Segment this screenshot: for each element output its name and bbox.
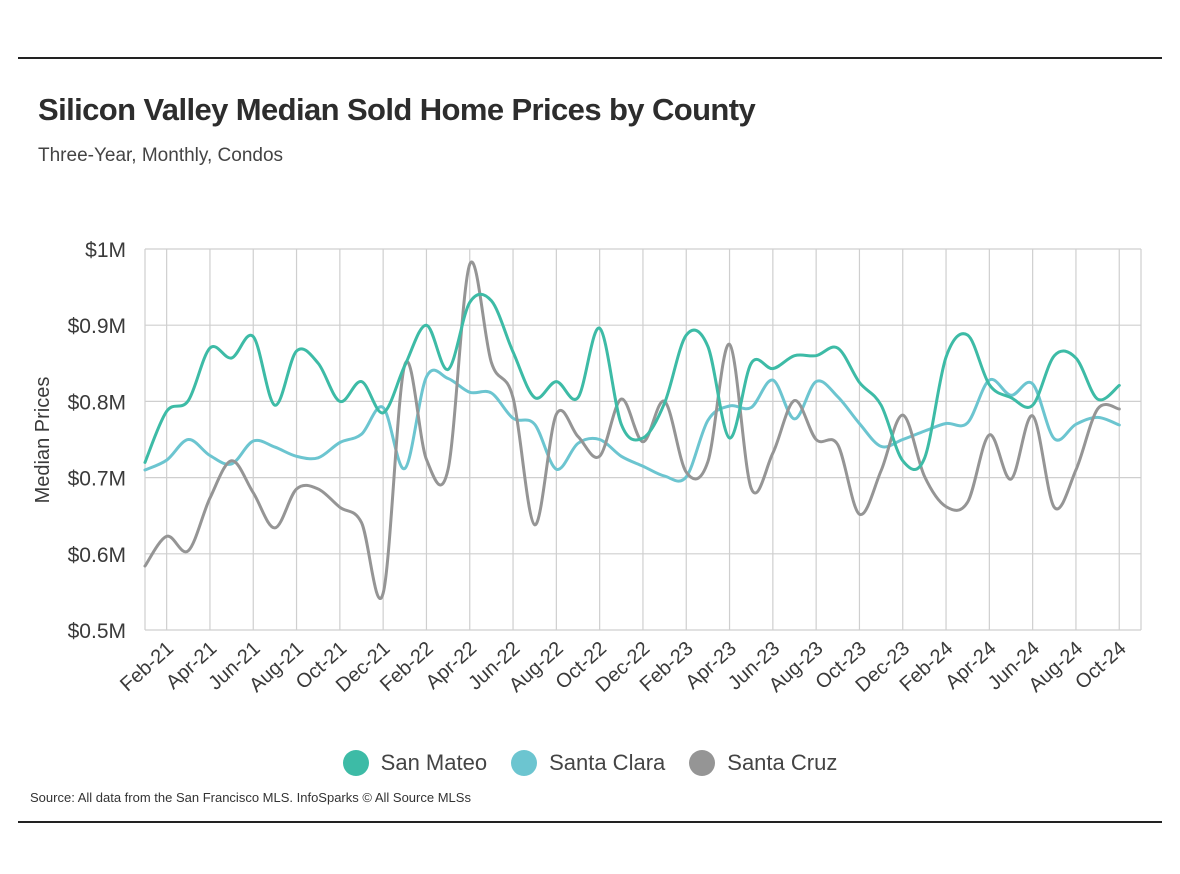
- chart-subtitle: Three-Year, Monthly, Condos: [38, 145, 284, 166]
- y-tick-label: $0.9M: [68, 315, 126, 338]
- legend-label-santa-clara: Santa Clara: [549, 750, 666, 775]
- y-tick-label: $0.8M: [68, 391, 126, 414]
- y-tick-label: $1M: [85, 239, 126, 262]
- legend-item-santa-cruz: Santa Cruz: [689, 750, 837, 776]
- bottom-rule: [18, 821, 1162, 823]
- chart-title: Silicon Valley Median Sold Home Prices b…: [38, 92, 756, 127]
- series-line-santa-clara: [143, 368, 1121, 483]
- legend-label-san-mateo: San Mateo: [380, 750, 488, 775]
- top-rule: [18, 57, 1162, 59]
- y-axis-label: Median Prices: [32, 377, 54, 504]
- legend-swatch-san-mateo: [342, 750, 369, 776]
- y-tick-label: $0.5M: [68, 620, 126, 643]
- legend-swatch-santa-cruz: [689, 750, 716, 776]
- y-tick-label: $0.6M: [68, 544, 126, 567]
- legend-item-santa-clara: Santa Clara: [511, 750, 665, 776]
- source-note: Source: All data from the San Francisco …: [30, 790, 471, 805]
- y-tick-label: $0.7M: [68, 468, 126, 491]
- series-line-san-mateo: [143, 292, 1121, 471]
- legend-item-san-mateo: San Mateo: [342, 750, 488, 776]
- legend-label-santa-cruz: Santa Cruz: [727, 750, 838, 775]
- legend: San Mateo Santa Clara Santa Cruz: [0, 750, 1180, 776]
- series-line-santa-cruz: [143, 260, 1121, 600]
- x-tick-label: Feb-21: [116, 637, 178, 696]
- legend-swatch-santa-clara: [511, 750, 538, 776]
